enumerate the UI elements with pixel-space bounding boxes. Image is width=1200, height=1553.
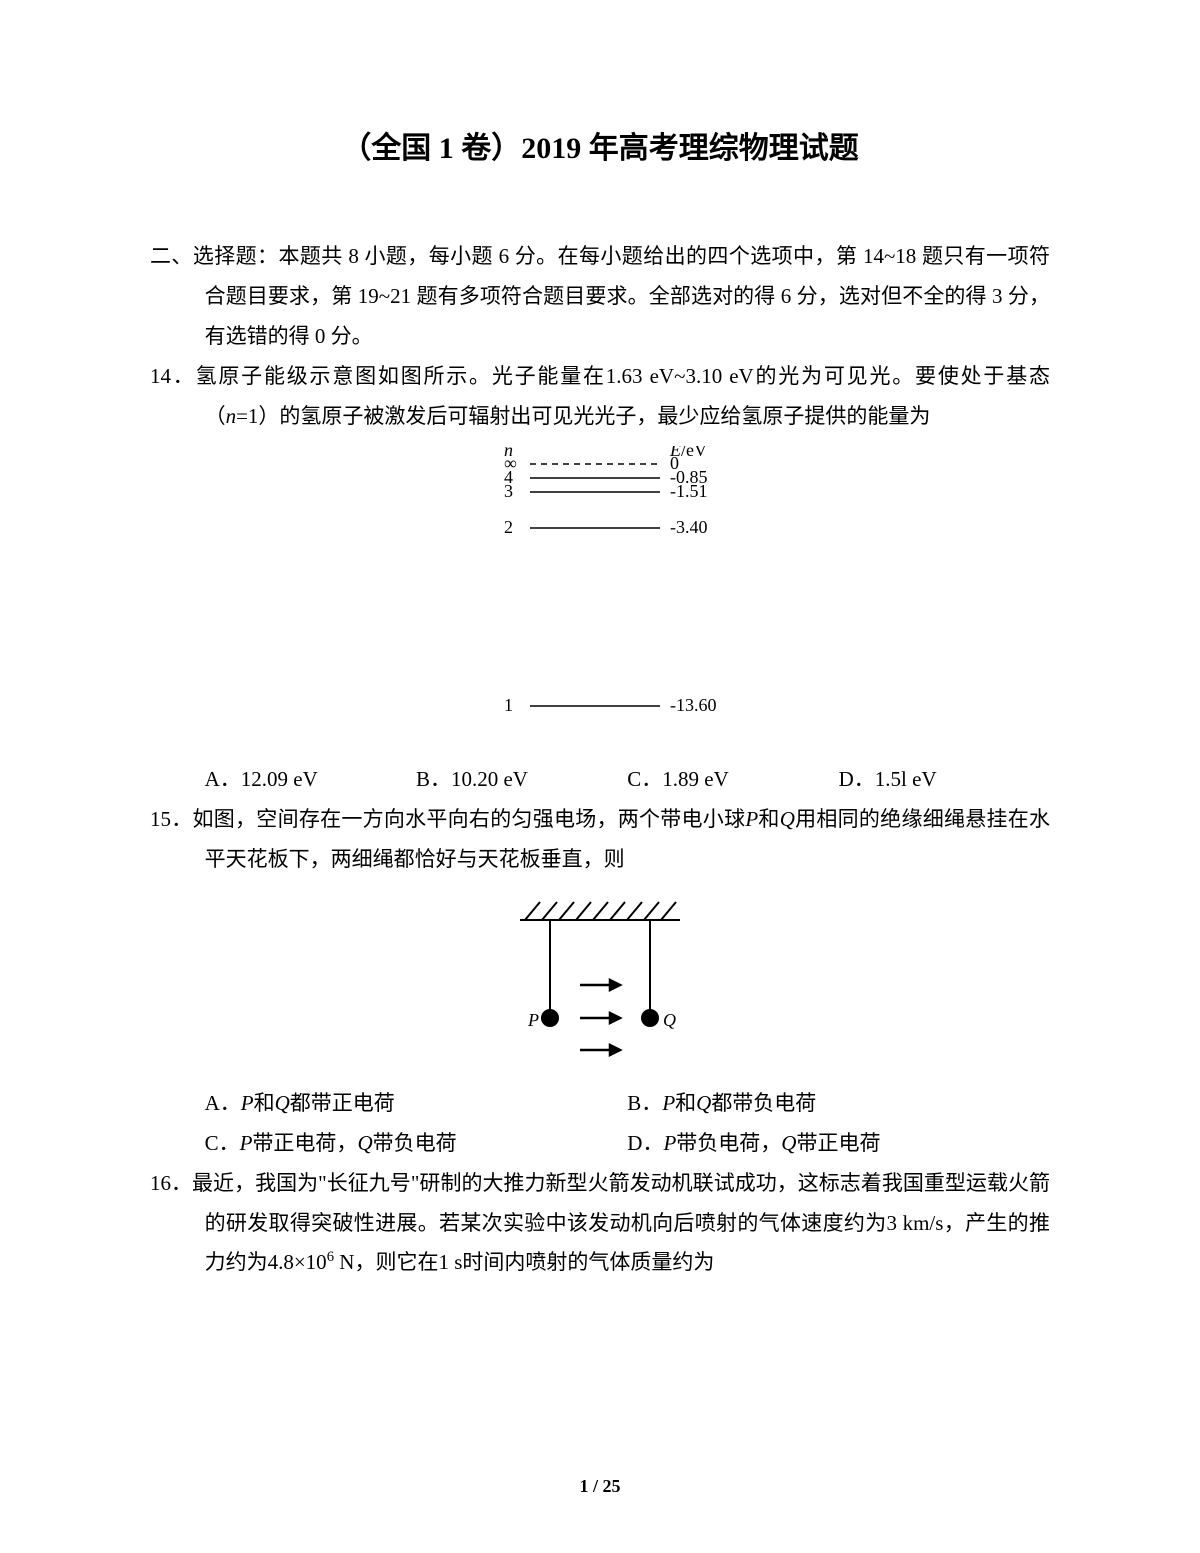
q16-exp: 6	[327, 1249, 334, 1265]
page-title: （全国 1 卷）2019 年高考理综物理试题	[150, 120, 1050, 177]
q15-options-row1: A．P和Q都带正电荷 B．P和Q都带负电荷	[150, 1084, 1050, 1124]
q14-n: n	[226, 404, 237, 428]
page-number: 1 / 25	[0, 1469, 1200, 1503]
q14-opt-a: A．12.09 eV	[205, 760, 416, 800]
q14-stem: 14．氢原子能级示意图如图所示。光子能量在1.63 eV~3.10 eV的光为可…	[150, 357, 1050, 437]
svg-text:3: 3	[504, 481, 513, 501]
q15-stem-b: 和	[758, 807, 780, 831]
q14-opt-d: D．1.5l eV	[839, 760, 1050, 800]
q16-stem-b: N，则它在1 s时间内喷射的气体质量约为	[334, 1250, 714, 1274]
q16-stem: 16．最近，我国为"长征九号"研制的大推力新型火箭发动机联试成功，这标志着我国重…	[150, 1164, 1050, 1284]
q14-opt-b: B．10.20 eV	[416, 760, 627, 800]
svg-text:P: P	[527, 1010, 539, 1030]
svg-text:Q: Q	[663, 1010, 676, 1030]
svg-text:-1.51: -1.51	[670, 481, 708, 501]
svg-text:2: 2	[504, 517, 513, 537]
q14-stem-b: =1）的氢原子被激发后可辐射出可见光光子，最少应给氢原子提供的能量为	[236, 404, 930, 428]
q15-opt-a: A．P和Q都带正电荷	[205, 1084, 628, 1124]
q15-p1: P	[745, 807, 758, 831]
q14-opt-c: C．1.89 eV	[627, 760, 838, 800]
section-instructions: 二、选择题：本题共 8 小题，每小题 6 分。在每小题给出的四个选项中，第 14…	[150, 237, 1050, 357]
svg-text:-13.60: -13.60	[670, 695, 717, 715]
q15-options-row2: C．P带正电荷，Q带负电荷 D．P带负电荷，Q带正电荷	[150, 1124, 1050, 1164]
q15-opt-b: B．P和Q都带负电荷	[627, 1084, 1050, 1124]
q15-q1: Q	[780, 807, 795, 831]
q14-options: A．12.09 eV B．10.20 eV C．1.89 eV D．1.5l e…	[150, 760, 1050, 800]
q15-stem-a: 15．如图，空间存在一方向水平向右的匀强电场，两个带电小球	[150, 807, 745, 831]
exam-page: （全国 1 卷）2019 年高考理综物理试题 二、选择题：本题共 8 小题，每小…	[0, 0, 1200, 1553]
q15-opt-c: C．P带正电荷，Q带负电荷	[205, 1124, 628, 1164]
q14-energy-diagram: nE/eV∞04-0.853-1.512-3.401-13.60	[150, 446, 1050, 750]
q15-figure: P Q	[150, 890, 1050, 1074]
svg-text:1: 1	[504, 695, 513, 715]
svg-text:-3.40: -3.40	[670, 517, 708, 537]
q15-opt-d: D．P带负电荷，Q带正电荷	[627, 1124, 1050, 1164]
q15-stem: 15．如图，空间存在一方向水平向右的匀强电场，两个带电小球P和Q用相同的绝缘细绳…	[150, 800, 1050, 880]
